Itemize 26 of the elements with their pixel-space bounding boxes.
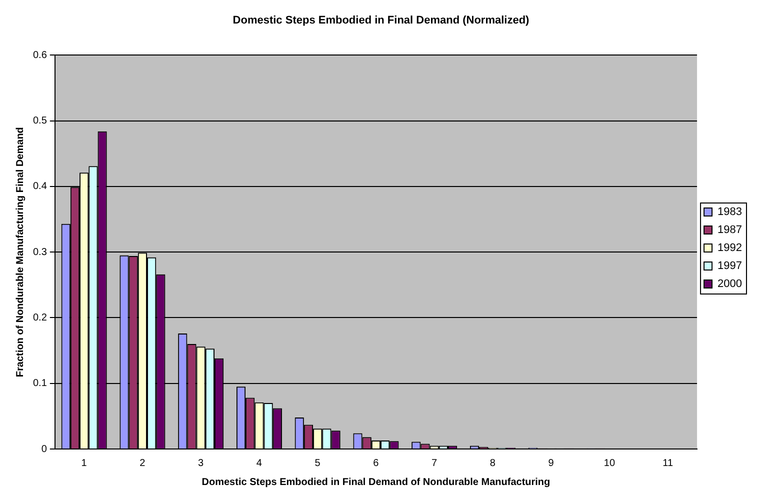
legend-label: 1992 xyxy=(718,242,742,254)
x-tick-label: 9 xyxy=(548,458,554,469)
x-tick-label: 7 xyxy=(432,458,438,469)
y-axis-title: Fraction of Nondurable Manufacturing Final Demand xyxy=(14,127,26,378)
y-tick-label: 0.5 xyxy=(32,116,48,127)
x-tick-label: 1 xyxy=(81,458,88,469)
legend-label: 2000 xyxy=(718,278,742,290)
y-tick-label: 0 xyxy=(41,444,48,455)
y-tick-label: 0.1 xyxy=(32,378,48,390)
y-tick-label: 0.3 xyxy=(32,246,48,258)
x-tick-label: 2 xyxy=(140,458,146,469)
x-tick-label: 8 xyxy=(490,458,496,469)
legend-label: 1983 xyxy=(718,206,742,218)
chart-title: Domestic Steps Embodied in Final Demand (Normalized) xyxy=(232,14,530,27)
x-tick-label: 3 xyxy=(198,458,204,469)
y-tick-label: 0.6 xyxy=(32,50,48,61)
x-tick-label: 10 xyxy=(604,458,616,469)
legend-label: 1997 xyxy=(718,260,742,272)
y-tick-label: 0.2 xyxy=(32,312,48,324)
x-tick-label: 4 xyxy=(256,458,262,469)
x-axis-title: Domestic Steps Embodied in Final Demand of Nondurable Manufacturing xyxy=(202,476,550,488)
x-tick-label: 11 xyxy=(662,458,674,469)
y-tick-label: 0.4 xyxy=(32,181,48,192)
legend-label: 1987 xyxy=(718,224,742,236)
x-tick-label: 5 xyxy=(314,458,321,469)
x-tick-label: 6 xyxy=(373,458,380,469)
